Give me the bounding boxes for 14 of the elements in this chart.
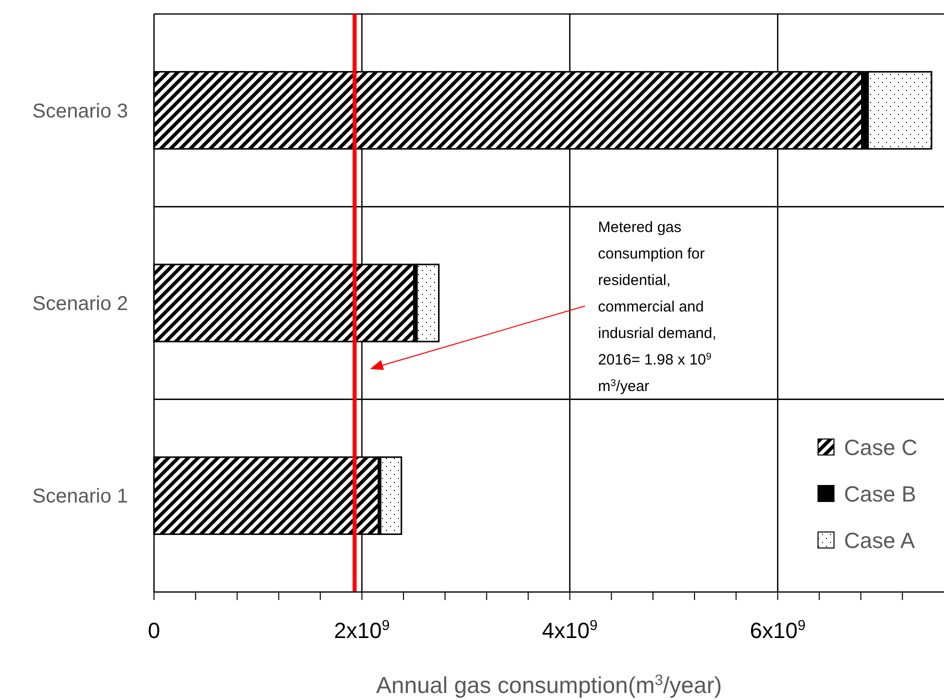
bar — [416, 264, 440, 342]
y-tick-label: Scenario 1 — [32, 486, 128, 508]
x-tick-label: 4x10$^{9}$ — [542, 618, 598, 643]
legend-label: Case B — [844, 482, 916, 506]
text: Metered gas consumption for residential, commercial and indusrial demand, 2016= 1.98 x 10$^{9}$ m$^{3}$/year — [598, 219, 716, 395]
y-tick-label: Scenario 2 — [32, 293, 128, 315]
bar — [380, 456, 402, 535]
x-axis-title: Annual gas consumption(m$^{3}$/year) — [376, 672, 722, 698]
x-tick-label: 2x10$^{9}$ — [334, 618, 390, 643]
y-tick-label: Scenario 3 — [32, 100, 128, 122]
legend-label: Case C — [844, 435, 918, 460]
x-tick-label: 6x10$^{9}$ — [750, 618, 806, 643]
legend-label: Case A — [844, 528, 916, 553]
x-tick-label: 0 — [148, 618, 160, 643]
